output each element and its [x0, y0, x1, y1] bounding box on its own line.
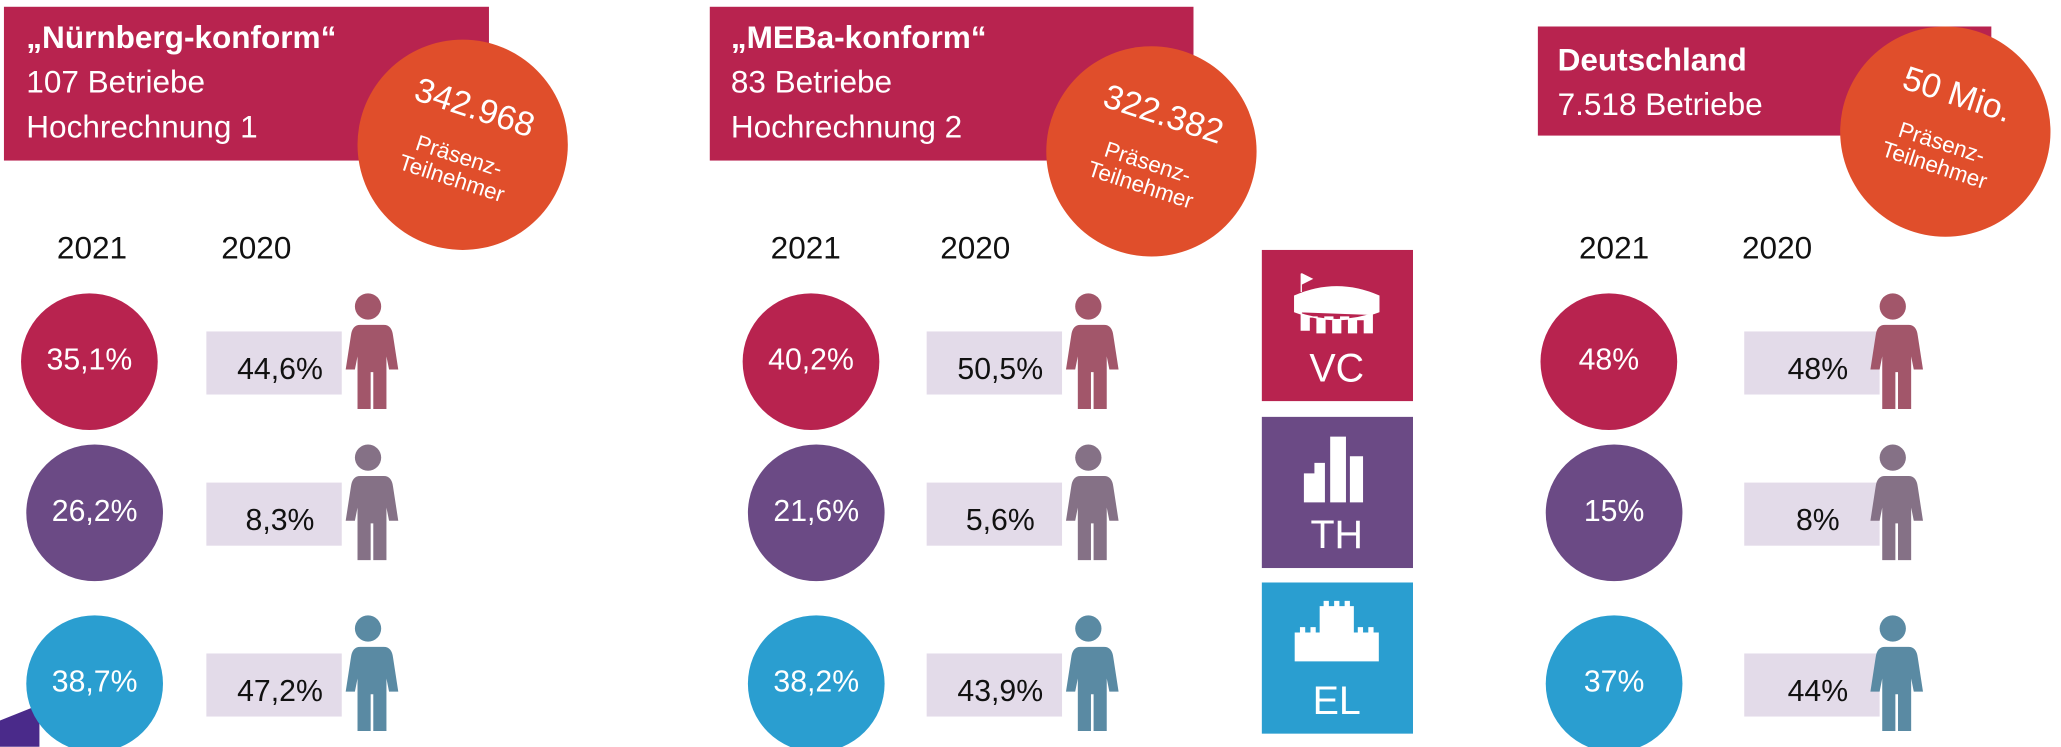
bar-2020 [926, 653, 1063, 717]
icon-glyph [1303, 436, 1364, 503]
value-2020: 5,6% [966, 504, 1035, 537]
bar-2020 [926, 331, 1063, 395]
share-2021 [26, 444, 163, 582]
year-label: 2020 [221, 229, 291, 265]
panel-line: Hochrechnung 2 [731, 108, 962, 144]
icon-label: TH [1310, 513, 1363, 557]
value-2021: 21,6% [773, 495, 859, 528]
bar-2020 [1744, 482, 1880, 546]
person-body [1870, 324, 1923, 409]
value-2021: 48% [1579, 344, 1639, 377]
person-body [1870, 646, 1923, 732]
year-label: 2021 [1579, 229, 1649, 265]
panel-title: „MEBa-konform“ [731, 19, 987, 55]
value-2021: 38,2% [773, 666, 859, 699]
year-label: 2020 [940, 229, 1010, 265]
value-2021: 26,2% [52, 495, 138, 528]
person-head [354, 615, 382, 642]
icon-label: EL [1313, 679, 1361, 723]
person-body [345, 324, 399, 409]
year-label: 2020 [1742, 229, 1812, 265]
value-2020: 44,6% [237, 353, 323, 386]
bar-2020 [1744, 331, 1880, 395]
badge [1046, 46, 1257, 257]
value-2020: 48% [1788, 353, 1848, 386]
year-label: 2021 [771, 229, 841, 265]
person-head [354, 444, 382, 471]
share-2021 [747, 615, 885, 747]
share-2021 [26, 615, 163, 747]
value-2021: 40,2% [768, 344, 854, 377]
person-body [345, 646, 399, 732]
value-2020: 8,3% [246, 504, 315, 537]
badge [357, 39, 568, 250]
panel-line: 83 Betriebe [731, 64, 892, 100]
panel-line: Hochrechnung 1 [26, 108, 257, 144]
value-2021: 38,7% [52, 666, 138, 699]
person-head [354, 293, 382, 320]
person-body [1065, 476, 1119, 561]
person-body [1065, 646, 1119, 732]
bar-2020 [206, 331, 342, 395]
person-head [1879, 444, 1906, 471]
icon-label: VC [1309, 346, 1364, 390]
share-2021 [21, 293, 158, 431]
badge [1840, 26, 2051, 237]
value-2021: 15% [1584, 495, 1644, 528]
bar-2020 [926, 482, 1063, 546]
value-2021: 37% [1584, 666, 1644, 699]
year-label: 2021 [57, 229, 127, 265]
person-head [1075, 615, 1102, 642]
person-body [1065, 324, 1119, 409]
person-head [1075, 293, 1102, 320]
value-2020: 43,9% [957, 675, 1043, 708]
value-2020: 8% [1796, 504, 1840, 537]
value-2021: 35,1% [47, 344, 133, 377]
bar-2020 [206, 482, 342, 546]
panel-title: Deutschland [1558, 41, 1747, 77]
panel-line: 107 Betriebe [26, 64, 205, 100]
value-2020: 50,5% [957, 353, 1043, 386]
person-head [1879, 615, 1906, 642]
corner-decoration [0, 704, 40, 747]
person-head [1879, 293, 1906, 320]
icon-glyph [1294, 600, 1379, 662]
share-2021 [747, 444, 885, 582]
value-2020: 44% [1788, 675, 1848, 708]
icon-glyph [1294, 273, 1380, 334]
share-2021 [1545, 615, 1683, 747]
bar-2020 [1744, 653, 1880, 717]
share-2021 [1545, 444, 1683, 582]
person-body [345, 476, 399, 561]
bar-2020 [206, 653, 342, 717]
person-body [1870, 476, 1923, 561]
person-head [1075, 444, 1102, 471]
panel-line: 7.518 Betriebe [1558, 86, 1763, 122]
share-2021 [742, 293, 880, 431]
value-2020: 47,2% [237, 675, 323, 708]
panel-title: „Nürnberg-konform“ [26, 19, 336, 55]
share-2021 [1540, 293, 1678, 431]
